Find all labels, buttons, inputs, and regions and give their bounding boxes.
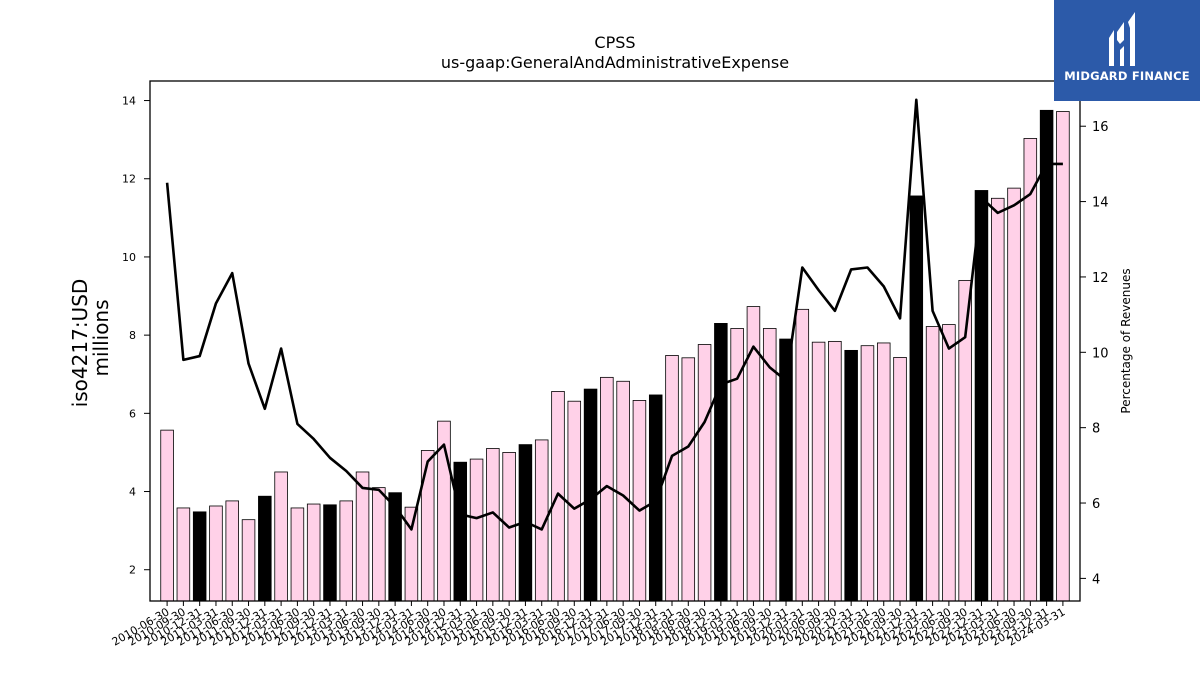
bar <box>420 450 435 602</box>
y-tick-label: 6 <box>129 407 136 420</box>
y2-tick-label: 10 <box>1092 346 1109 361</box>
x-axis: 2010-06-302010-09-302010-12-312011-03-31… <box>110 601 1067 649</box>
bar <box>925 326 940 602</box>
line-percentage-of-revenues <box>165 98 1063 531</box>
bar <box>811 341 826 602</box>
bar <box>860 345 875 602</box>
y-axis-left: 2 4 6 8 10 12 14 <box>122 95 150 577</box>
bar <box>355 471 370 602</box>
bar <box>714 323 728 602</box>
logo-mark-icon <box>1109 12 1135 66</box>
bar <box>795 308 810 602</box>
y2-tick-label: 8 <box>1092 422 1100 437</box>
bar <box>1056 111 1070 602</box>
line-series <box>165 98 1063 531</box>
bar <box>209 505 223 602</box>
logo-text: MIDGARD FINANCE <box>1064 69 1190 83</box>
bar <box>160 429 174 602</box>
y2-tick-label: 16 <box>1092 120 1109 135</box>
bar <box>469 458 484 602</box>
chart-subtitle: us-gaap:GeneralAndAdministrativeExpense <box>441 53 789 72</box>
bar <box>323 504 337 602</box>
y-tick-label: 12 <box>122 173 136 186</box>
y-tick-label: 8 <box>129 329 136 342</box>
bar <box>453 461 468 602</box>
y-axis-label: iso4217:USD <box>68 279 92 408</box>
bar <box>828 340 842 602</box>
bar <box>1039 109 1054 602</box>
bar <box>258 495 272 602</box>
bar <box>567 400 582 602</box>
bar <box>306 503 321 602</box>
y2-axis-label: Percentage of Revenues <box>1119 268 1133 413</box>
bar <box>192 511 207 602</box>
bar <box>632 400 647 602</box>
bar-group <box>160 109 1070 602</box>
bar <box>1007 187 1021 602</box>
bar <box>909 195 924 602</box>
bar <box>339 500 354 602</box>
bar <box>241 519 256 602</box>
bar <box>372 487 386 602</box>
bar <box>1023 138 1038 602</box>
y-tick-label: 14 <box>122 95 136 108</box>
y-tick-label: 4 <box>129 486 136 499</box>
bar <box>991 197 1005 602</box>
y-axis-unit-label: millions <box>89 299 113 376</box>
bar <box>876 342 891 602</box>
bar <box>942 324 956 602</box>
y-tick-label: 10 <box>122 251 136 264</box>
bar <box>486 448 500 602</box>
y-axis-right: 4 6 8 10 12 14 16 <box>1080 120 1109 587</box>
bar <box>225 500 239 602</box>
bar <box>893 357 907 602</box>
y2-tick-label: 12 <box>1092 271 1109 286</box>
bar <box>290 507 305 602</box>
y2-tick-label: 4 <box>1092 572 1100 587</box>
bar <box>665 355 679 602</box>
bar <box>681 357 696 602</box>
chart-title: CPSS <box>594 33 635 52</box>
bar <box>176 507 191 602</box>
bar <box>974 190 989 602</box>
y-tick-label: 2 <box>129 564 136 577</box>
y2-tick-label: 14 <box>1092 196 1109 211</box>
bar <box>844 349 858 602</box>
brand-logo: MIDGARD FINANCE <box>1054 0 1200 101</box>
plot-area-frame <box>149 80 1081 602</box>
bar <box>274 471 288 602</box>
y2-tick-label: 6 <box>1092 497 1100 512</box>
bar <box>697 344 712 602</box>
bar <box>616 380 630 602</box>
